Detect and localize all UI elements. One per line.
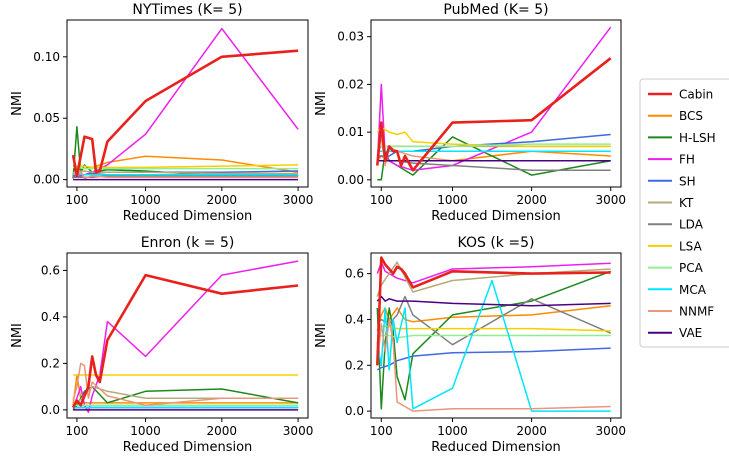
panel-2-series-cabin: [376, 57, 612, 172]
panel-3-xtick-label: 2000: [207, 424, 238, 438]
panel-1-xtick-label: 100: [65, 193, 88, 207]
panel-2-xtick-label: 3000: [595, 193, 626, 207]
panel-4-ytick-label: 0.6: [345, 267, 364, 281]
panel-3-xtick-label: 3000: [283, 424, 314, 438]
panel-1-ytick-label: 0.00: [33, 173, 60, 187]
panel-1-xtick-label: 3000: [283, 193, 314, 207]
panel-4: 100 1000 2000 3000 0.0 0.2 0.4 0.6 KOS (k =5) Red…: [314, 235, 626, 455]
panel-4-xtick-label: 1000: [437, 424, 468, 438]
panel-2-xtick-label: 2000: [516, 193, 547, 207]
legend-label-sh: SH: [679, 174, 696, 188]
panel-4-series-mca: [376, 279, 611, 412]
panel-4-xtick-label: 100: [370, 424, 393, 438]
panel-1-series-cabin: [71, 49, 299, 178]
panel-3-ytick-label: 0.0: [41, 403, 60, 417]
panel-2-ytick-label: 0.01: [337, 125, 364, 139]
panel-2-ytick-label: 0.02: [337, 77, 364, 91]
panel-3-series-fh: [72, 260, 299, 413]
panel-3-ytick-label: 0.6: [41, 263, 60, 277]
panel-4-series-fh: [376, 261, 611, 284]
panel-4-series-kt: [376, 261, 611, 297]
legend-label-nnmf: NNMF: [679, 305, 714, 319]
legend-label-cabin: Cabin: [679, 88, 713, 102]
panel-3-xtick-label: 100: [65, 424, 88, 438]
panel-3-xtick-label: 1000: [130, 424, 161, 438]
panel-4-series-pca: [376, 334, 611, 339]
panel-2-series: [376, 26, 612, 181]
panel-2-title: PubMed (K= 5): [443, 2, 548, 18]
panel-2-series-fh: [376, 26, 612, 172]
panel-4-series-nnmf: [376, 318, 611, 412]
legend-label-h-lsh: H-LSH: [679, 131, 716, 145]
panel-2-xtick-label: 100: [370, 193, 393, 207]
panel-2-xtick-label: 1000: [437, 193, 468, 207]
legend: Cabin BCS H-LSH FH SH KT LDA LSA PCA MCA NNMF VAE: [639, 78, 729, 348]
panel-4-series-lsa: [376, 325, 611, 332]
panel-4-series-cabin: [376, 256, 611, 366]
panel-1: 100 1000 2000 3000 0.00 0.05 0.10 NYTimes (K= 5…: [10, 2, 313, 224]
panel-1-xtick-label: 2000: [207, 193, 238, 207]
panel-1-ylabel: NMI: [10, 91, 25, 116]
legend-label-pca: PCA: [679, 261, 704, 275]
panel-1-ytick-label: 0.05: [33, 111, 60, 125]
panel-4-series: [376, 256, 611, 412]
panel-3-series: [71, 260, 299, 413]
panel-2-ylabel: NMI: [314, 91, 329, 116]
panel-3-xlabel: Reduced Dimension: [123, 440, 253, 455]
panel-2-frame: [370, 19, 622, 188]
panel-1-frame: [66, 19, 309, 188]
legend-label-lsa: LSA: [679, 239, 703, 253]
panel-1-xlabel: Reduced Dimension: [123, 209, 253, 224]
legend-label-mca: MCA: [679, 283, 707, 297]
panel-2-ytick-label: 0.03: [337, 30, 364, 44]
legend-box: [639, 78, 729, 348]
panel-2-series-lsa: [376, 126, 611, 148]
panel-4-series-vae: [376, 295, 611, 307]
panel-3-series-nnmf: [72, 362, 299, 406]
panel-3-ytick-label: 0.2: [41, 356, 60, 370]
panel-3-ylabel: NMI: [10, 323, 25, 348]
panel-4-xtick-label: 2000: [516, 424, 547, 438]
legend-label-bcs: BCS: [679, 109, 703, 123]
panel-2-xlabel: Reduced Dimension: [431, 209, 561, 224]
panel-1-title: NYTimes (K= 5): [132, 2, 242, 18]
legend-label-fh: FH: [679, 153, 695, 167]
panel-4-frame: [370, 252, 622, 419]
panel-1-ytick-label: 0.10: [33, 50, 60, 64]
panel-1-series: [71, 27, 299, 181]
panel-4-ytick-label: 0.0: [345, 404, 364, 418]
panel-4-series-sh: [376, 347, 611, 371]
panel-1-xtick-label: 1000: [130, 193, 161, 207]
panel-4-series-bcs: [376, 304, 611, 332]
panel-2-ytick-label: 0.00: [337, 173, 364, 187]
panel-3-series-cabin: [71, 273, 299, 409]
panel-4-ytick-label: 0.4: [345, 312, 364, 326]
legend-label-vae: VAE: [679, 326, 702, 340]
panel-3-frame: [66, 252, 309, 419]
panel-3: 100 1000 2000 3000 0.0 0.2 0.4 0.6 Enron (k = 5)…: [10, 235, 313, 455]
panel-3-title: Enron (k = 5): [141, 235, 235, 251]
legend-label-lda: LDA: [679, 218, 704, 232]
panel-4-title: KOS (k =5): [458, 235, 535, 251]
panel-1-series-h-lsh: [72, 126, 299, 179]
panel-4-ylabel: NMI: [314, 323, 329, 348]
panel-4-xlabel: Reduced Dimension: [431, 440, 561, 455]
panel-4-ytick-label: 0.2: [345, 358, 364, 372]
panel-3-ytick-label: 0.4: [41, 310, 60, 324]
panel-4-series-h-lsh: [376, 270, 611, 410]
legend-label-kt: KT: [679, 196, 694, 210]
panel-4-xtick-label: 3000: [595, 424, 626, 438]
panel-1-series-fh: [72, 27, 299, 178]
panel-2: 100 1000 2000 3000 0.00 0.01 0.02 0.03 PubMed (K…: [314, 2, 626, 224]
